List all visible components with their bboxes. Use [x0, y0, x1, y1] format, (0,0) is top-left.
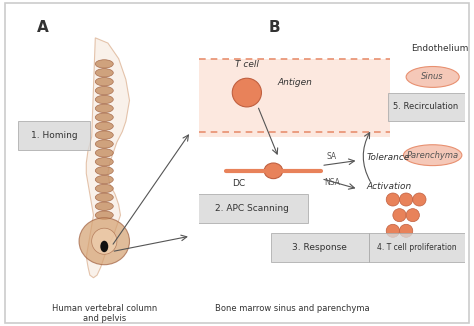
FancyBboxPatch shape [18, 121, 90, 150]
Ellipse shape [91, 228, 117, 254]
Text: A: A [37, 20, 48, 35]
Circle shape [413, 193, 426, 206]
Circle shape [386, 193, 400, 206]
Text: Tolerance: Tolerance [366, 154, 410, 162]
Ellipse shape [79, 218, 129, 265]
Ellipse shape [95, 184, 113, 193]
Circle shape [400, 193, 413, 206]
Text: T cell: T cell [235, 60, 259, 69]
Circle shape [393, 209, 406, 222]
FancyBboxPatch shape [369, 233, 465, 262]
Ellipse shape [95, 202, 113, 211]
Text: Parenchyma: Parenchyma [407, 151, 459, 160]
Ellipse shape [95, 60, 113, 68]
Text: DC: DC [232, 180, 246, 188]
FancyBboxPatch shape [199, 59, 390, 137]
Text: 1. Homing: 1. Homing [30, 131, 77, 140]
Ellipse shape [95, 86, 113, 95]
Ellipse shape [95, 122, 113, 130]
Text: Antigen: Antigen [277, 78, 312, 87]
Text: NSA: NSA [324, 178, 340, 187]
FancyBboxPatch shape [5, 3, 469, 323]
Circle shape [232, 78, 262, 107]
Ellipse shape [95, 140, 113, 148]
FancyBboxPatch shape [271, 233, 369, 262]
Ellipse shape [95, 78, 113, 86]
Ellipse shape [95, 193, 113, 201]
Ellipse shape [95, 175, 113, 184]
Ellipse shape [403, 145, 462, 166]
Ellipse shape [95, 104, 113, 112]
Text: Human vertebral column
and pelvis: Human vertebral column and pelvis [52, 304, 157, 323]
Text: 5. Recirculation: 5. Recirculation [393, 102, 459, 111]
Text: 3. Response: 3. Response [292, 243, 347, 252]
Ellipse shape [264, 163, 283, 179]
Text: B: B [269, 20, 281, 35]
Text: Activation: Activation [366, 182, 411, 191]
Circle shape [406, 209, 419, 222]
Ellipse shape [95, 95, 113, 104]
Text: SA: SA [327, 152, 337, 161]
Ellipse shape [95, 68, 113, 77]
Circle shape [400, 224, 413, 237]
Text: 4. T cell proliferation: 4. T cell proliferation [377, 243, 456, 252]
FancyBboxPatch shape [196, 194, 308, 223]
Ellipse shape [95, 149, 113, 157]
Circle shape [386, 224, 400, 237]
Circle shape [100, 241, 108, 252]
Text: Endothelium: Endothelium [411, 44, 469, 53]
Ellipse shape [95, 167, 113, 175]
Text: 2. APC Scanning: 2. APC Scanning [215, 204, 289, 213]
Ellipse shape [406, 67, 459, 87]
Ellipse shape [95, 131, 113, 139]
Ellipse shape [95, 113, 113, 122]
Ellipse shape [95, 211, 113, 219]
Text: Sinus: Sinus [421, 72, 444, 82]
Ellipse shape [95, 157, 113, 166]
Polygon shape [86, 38, 129, 278]
FancyBboxPatch shape [388, 93, 465, 121]
Text: Bone marrow sinus and parenchyma: Bone marrow sinus and parenchyma [215, 304, 369, 313]
